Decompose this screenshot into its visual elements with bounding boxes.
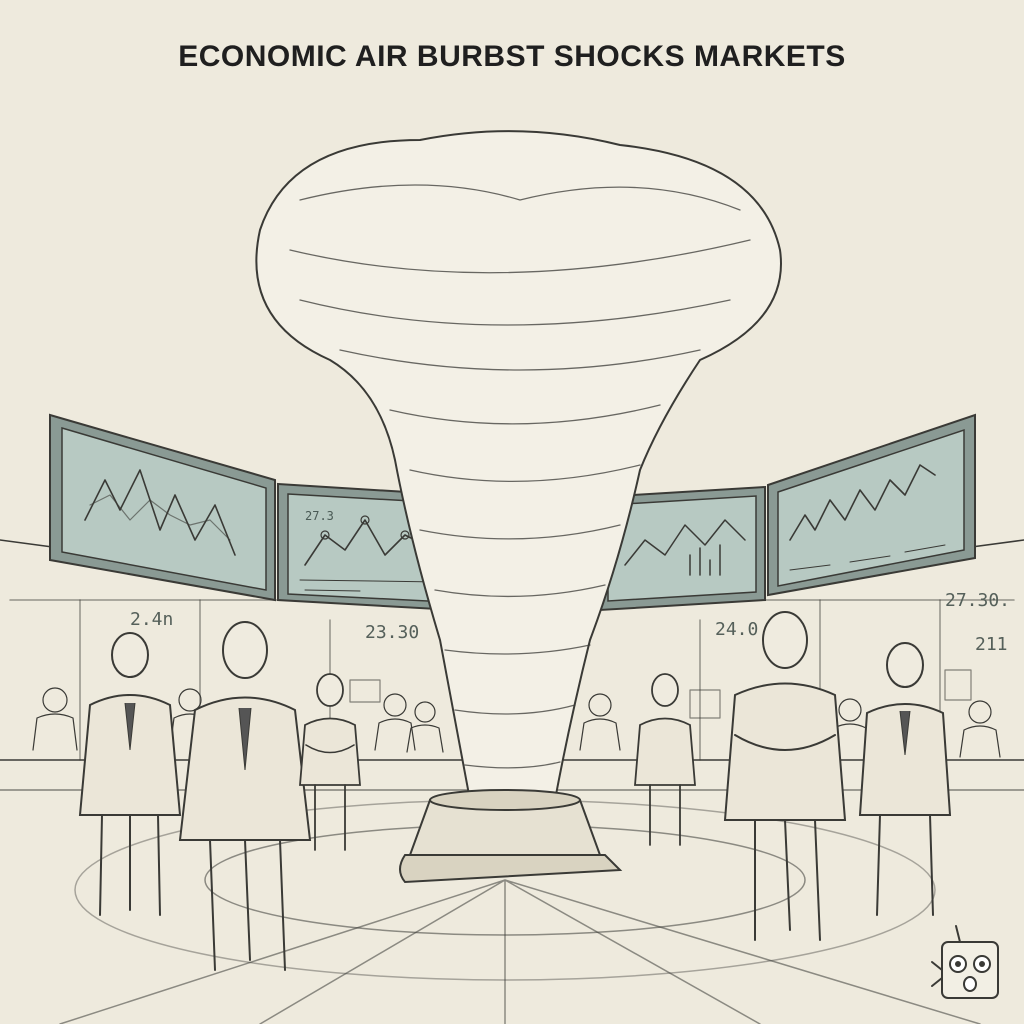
businessman-right-1 — [858, 642, 952, 916]
headline: ECONOMIC AIR BURBST SHOCKS MARKETS — [178, 40, 846, 73]
businessman-arms-crossed-left — [299, 673, 361, 851]
businessman-left-2 — [178, 621, 312, 971]
market-screen-1 — [49, 413, 276, 602]
robot-mascot-icon — [931, 925, 999, 999]
market-screens: 27.3 — [49, 413, 976, 612]
readout-right-bottom: 211 — [975, 634, 1008, 655]
market-screen-4 — [767, 413, 976, 597]
tornado-pedestal — [399, 789, 623, 884]
businessman-right-small — [634, 673, 696, 846]
market-screen-3 — [599, 485, 766, 612]
screen-2-readout: 27.3 — [305, 509, 334, 523]
businessmen-group — [78, 611, 952, 971]
readout-left-top: 2.4n — [130, 609, 173, 630]
tornado-air-burst — [255, 130, 782, 801]
readout-center-right: 24.0 — [715, 619, 758, 640]
readout-right-top: 27.30. — [945, 590, 1010, 611]
businessman-left-1 — [78, 632, 182, 916]
businessman-arms-crossed-right — [723, 611, 847, 941]
readout-center-left: 23.30 — [365, 622, 419, 643]
